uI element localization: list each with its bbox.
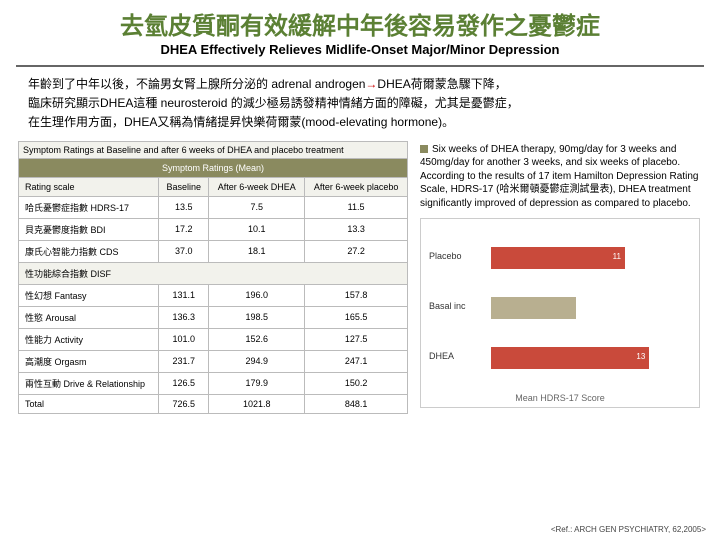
table-row: 哈氏憂鬱症指數 HDRS-1713.57.511.5 [19,196,408,218]
chart-bar-label: DHEA [429,351,454,361]
cell-scale: Total [19,394,159,413]
intro-line3: 在生理作用方面，DHEA又稱為情緒提昇快樂荷爾蒙(mood-elevating … [28,115,454,129]
table-row: 兩性互動 Drive & Relationship126.5179.9150.2 [19,372,408,394]
cell-value: 152.6 [209,328,305,350]
table-row: 康氏心智能力指數 CDS37.018.127.2 [19,240,408,262]
reference-citation: <Ref.: ARCH GEN PSYCHIATRY, 62,2005> [551,525,706,534]
cell-scale: 性幻想 Fantasy [19,284,159,306]
cell-value: 136.3 [159,306,209,328]
cell-value: 13.3 [305,218,408,240]
cell-value: 247.1 [305,350,408,372]
cell-value: 1021.8 [209,394,305,413]
cell-value: 198.5 [209,306,305,328]
cell-value: 11.5 [305,196,408,218]
title-sub: DHEA Effectively Relieves Midlife-Onset … [0,42,720,61]
intro-line2: 臨床研究顯示DHEA這種 neurosteroid 的減少極易誘發精神情緒方面的… [28,96,519,110]
cell-value: 13.5 [159,196,209,218]
cell-value: 27.2 [305,240,408,262]
cell-scale: 哈氏憂鬱症指數 HDRS-17 [19,196,159,218]
cell-value: 179.9 [209,372,305,394]
cell-value: 17.2 [159,218,209,240]
table-row: 性慾 Arousal136.3198.5165.5 [19,306,408,328]
table-header-top: Symptom Ratings (Mean) [19,158,408,177]
chart-bar-row: DHEA13 [491,347,649,369]
cell-value: 126.5 [159,372,209,394]
chart-bar-value: 11 [613,252,621,261]
cell-value: 131.1 [159,284,209,306]
cell-value: 231.7 [159,350,209,372]
chart-bar-value: 13 [636,352,645,361]
chart-bar-label: Basal inc [429,301,466,311]
cell-value: 196.0 [209,284,305,306]
cell-scale: 高潮度 Orgasm [19,350,159,372]
col-baseline: Baseline [159,177,209,196]
section2-label: 性功能綜合指數 DISF [19,262,408,284]
col-placebo: After 6-week placebo [305,177,408,196]
title-main: 去氫皮質酮有效緩解中年後容易發作之憂鬱症 [0,0,720,42]
cell-scale: 性慾 Arousal [19,306,159,328]
intro-line1a: 年齡到了中年以後，不論男女腎上腺所分泌的 adrenal androgen [28,77,365,91]
bullet-icon [420,145,428,153]
cell-value: 127.5 [305,328,408,350]
cell-value: 150.2 [305,372,408,394]
cell-value: 7.5 [209,196,305,218]
intro-paragraph: 年齡到了中年以後，不論男女腎上腺所分泌的 adrenal androgen→DH… [0,75,720,141]
chart-bar-row: Basal inc [491,297,576,319]
col-dhea: After 6-week DHEA [209,177,305,196]
cell-value: 726.5 [159,394,209,413]
cell-value: 37.0 [159,240,209,262]
cell-value: 848.1 [305,394,408,413]
cell-value: 10.1 [209,218,305,240]
table-row: Total726.51021.8848.1 [19,394,408,413]
col-scale: Rating scale [19,177,159,196]
hdrs-bar-chart: Placebo11Basal incDHEA13Mean HDRS-17 Sco… [420,218,700,408]
side-description-text: Six weeks of DHEA therapy, 90mg/day for … [420,144,698,209]
chart-bar [491,297,576,319]
symptom-table: Symptom Ratings (Mean) Rating scale Base… [18,158,408,414]
cell-scale: 性能力 Activity [19,328,159,350]
table-row: 性能力 Activity101.0152.6127.5 [19,328,408,350]
chart-bar: 11 [491,247,625,269]
table-caption: Symptom Ratings at Baseline and after 6 … [18,141,408,158]
cell-value: 157.8 [305,284,408,306]
cell-value: 18.1 [209,240,305,262]
arrow-icon: → [365,77,377,91]
cell-scale: 康氏心智能力指數 CDS [19,240,159,262]
table-row: 高潮度 Orgasm231.7294.9247.1 [19,350,408,372]
chart-bar: 13 [491,347,649,369]
cell-value: 294.9 [209,350,305,372]
side-description: Six weeks of DHEA therapy, 90mg/day for … [416,141,708,219]
cell-value: 165.5 [305,306,408,328]
chart-bar-label: Placebo [429,251,462,261]
chart-x-title: Mean HDRS-17 Score [421,393,699,403]
intro-line1b: DHEA荷爾蒙急驟下降， [377,77,506,91]
cell-scale: 兩性互動 Drive & Relationship [19,372,159,394]
cell-scale: 貝克憂鬱度指數 BDI [19,218,159,240]
divider [16,65,704,67]
cell-value: 101.0 [159,328,209,350]
table-row: 性幻想 Fantasy131.1196.0157.8 [19,284,408,306]
chart-bar-row: Placebo11 [491,247,625,269]
table-row: 貝克憂鬱度指數 BDI17.210.113.3 [19,218,408,240]
